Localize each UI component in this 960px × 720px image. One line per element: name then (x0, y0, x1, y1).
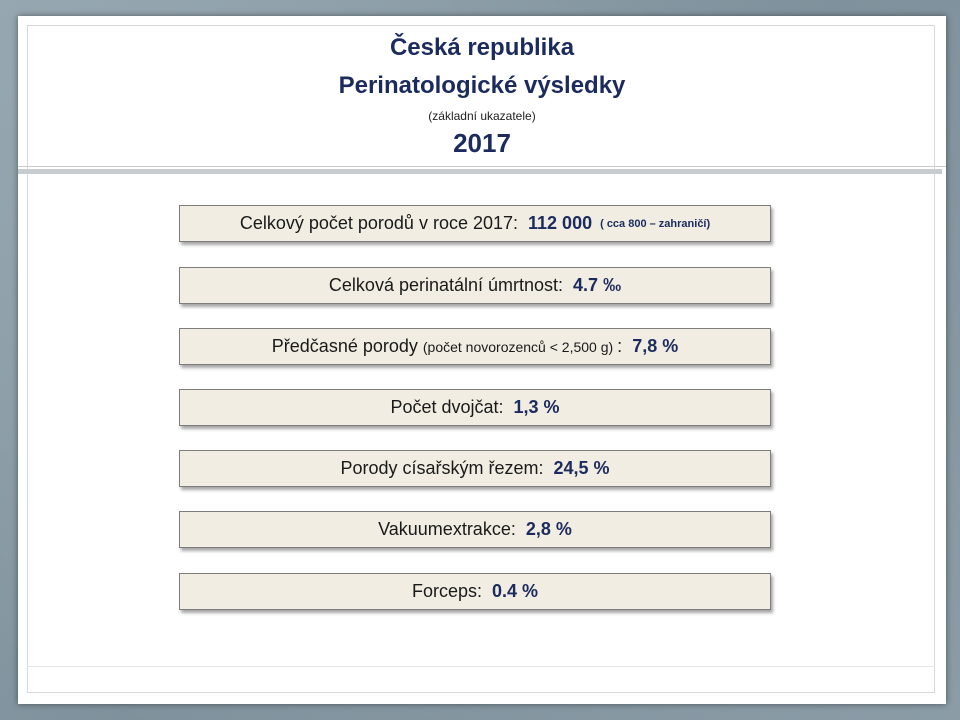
stat-label: Vakuumextrakce: (378, 519, 516, 539)
title-subtitle: (základní ukazatele) (428, 109, 536, 123)
stat-preterm-births: Předčasné porody (počet novorozenců < 2,… (179, 328, 771, 365)
stat-total-births: Celkový počet porodů v roce 2017: 112 00… (179, 205, 771, 242)
stat-label: Celková perinatální úmrtnost: (328, 275, 564, 295)
title-main: Perinatologické výsledky (338, 72, 626, 99)
stat-value: 112 000 (528, 213, 593, 233)
stat-note: ( cca 800 – zahraničí) (600, 217, 711, 230)
footer-line (27, 666, 935, 667)
slide-frame (27, 25, 935, 693)
stat-value: 7,8 % (632, 336, 679, 356)
stat-value: 24,5 % (553, 458, 610, 478)
stat-vacuum-extraction: Vakuumextrakce: 2,8 % (179, 511, 771, 548)
stat-forceps: Forceps: 0.4 % (179, 573, 771, 610)
stat-value: 0.4 % (492, 581, 539, 601)
stat-label: Počet dvojčat: (390, 397, 504, 417)
stat-label: Celkový počet porodů v roce 2017: (239, 213, 519, 233)
stat-value: 2,8 % (525, 519, 572, 539)
stat-label: Forceps: (411, 581, 482, 601)
stat-separator: : (617, 336, 623, 356)
stat-perinatal-mortality: Celková perinatální úmrtnost: 4.7 ‰ (179, 267, 771, 304)
stat-cesarean: Porody císařským řezem: 24,5 % (179, 450, 771, 487)
stat-label: Předčasné porody (271, 336, 418, 356)
title-country: Česká republika (389, 34, 575, 61)
title-year: 2017 (453, 128, 511, 158)
divider-bar (18, 169, 942, 174)
slide: Česká republika Perinatologické výsledky… (18, 16, 946, 704)
stat-value: 4.7 ‰ (573, 275, 622, 295)
stat-value: 1,3 % (513, 397, 560, 417)
stat-label: Porody císařským řezem: (340, 458, 544, 478)
divider-line (18, 166, 946, 167)
stat-note: (počet novorozenců < 2,500 g) (422, 338, 614, 355)
title-area: Česká republika Perinatologické výsledky… (18, 16, 946, 166)
stat-twins: Počet dvojčat: 1,3 % (179, 389, 771, 426)
